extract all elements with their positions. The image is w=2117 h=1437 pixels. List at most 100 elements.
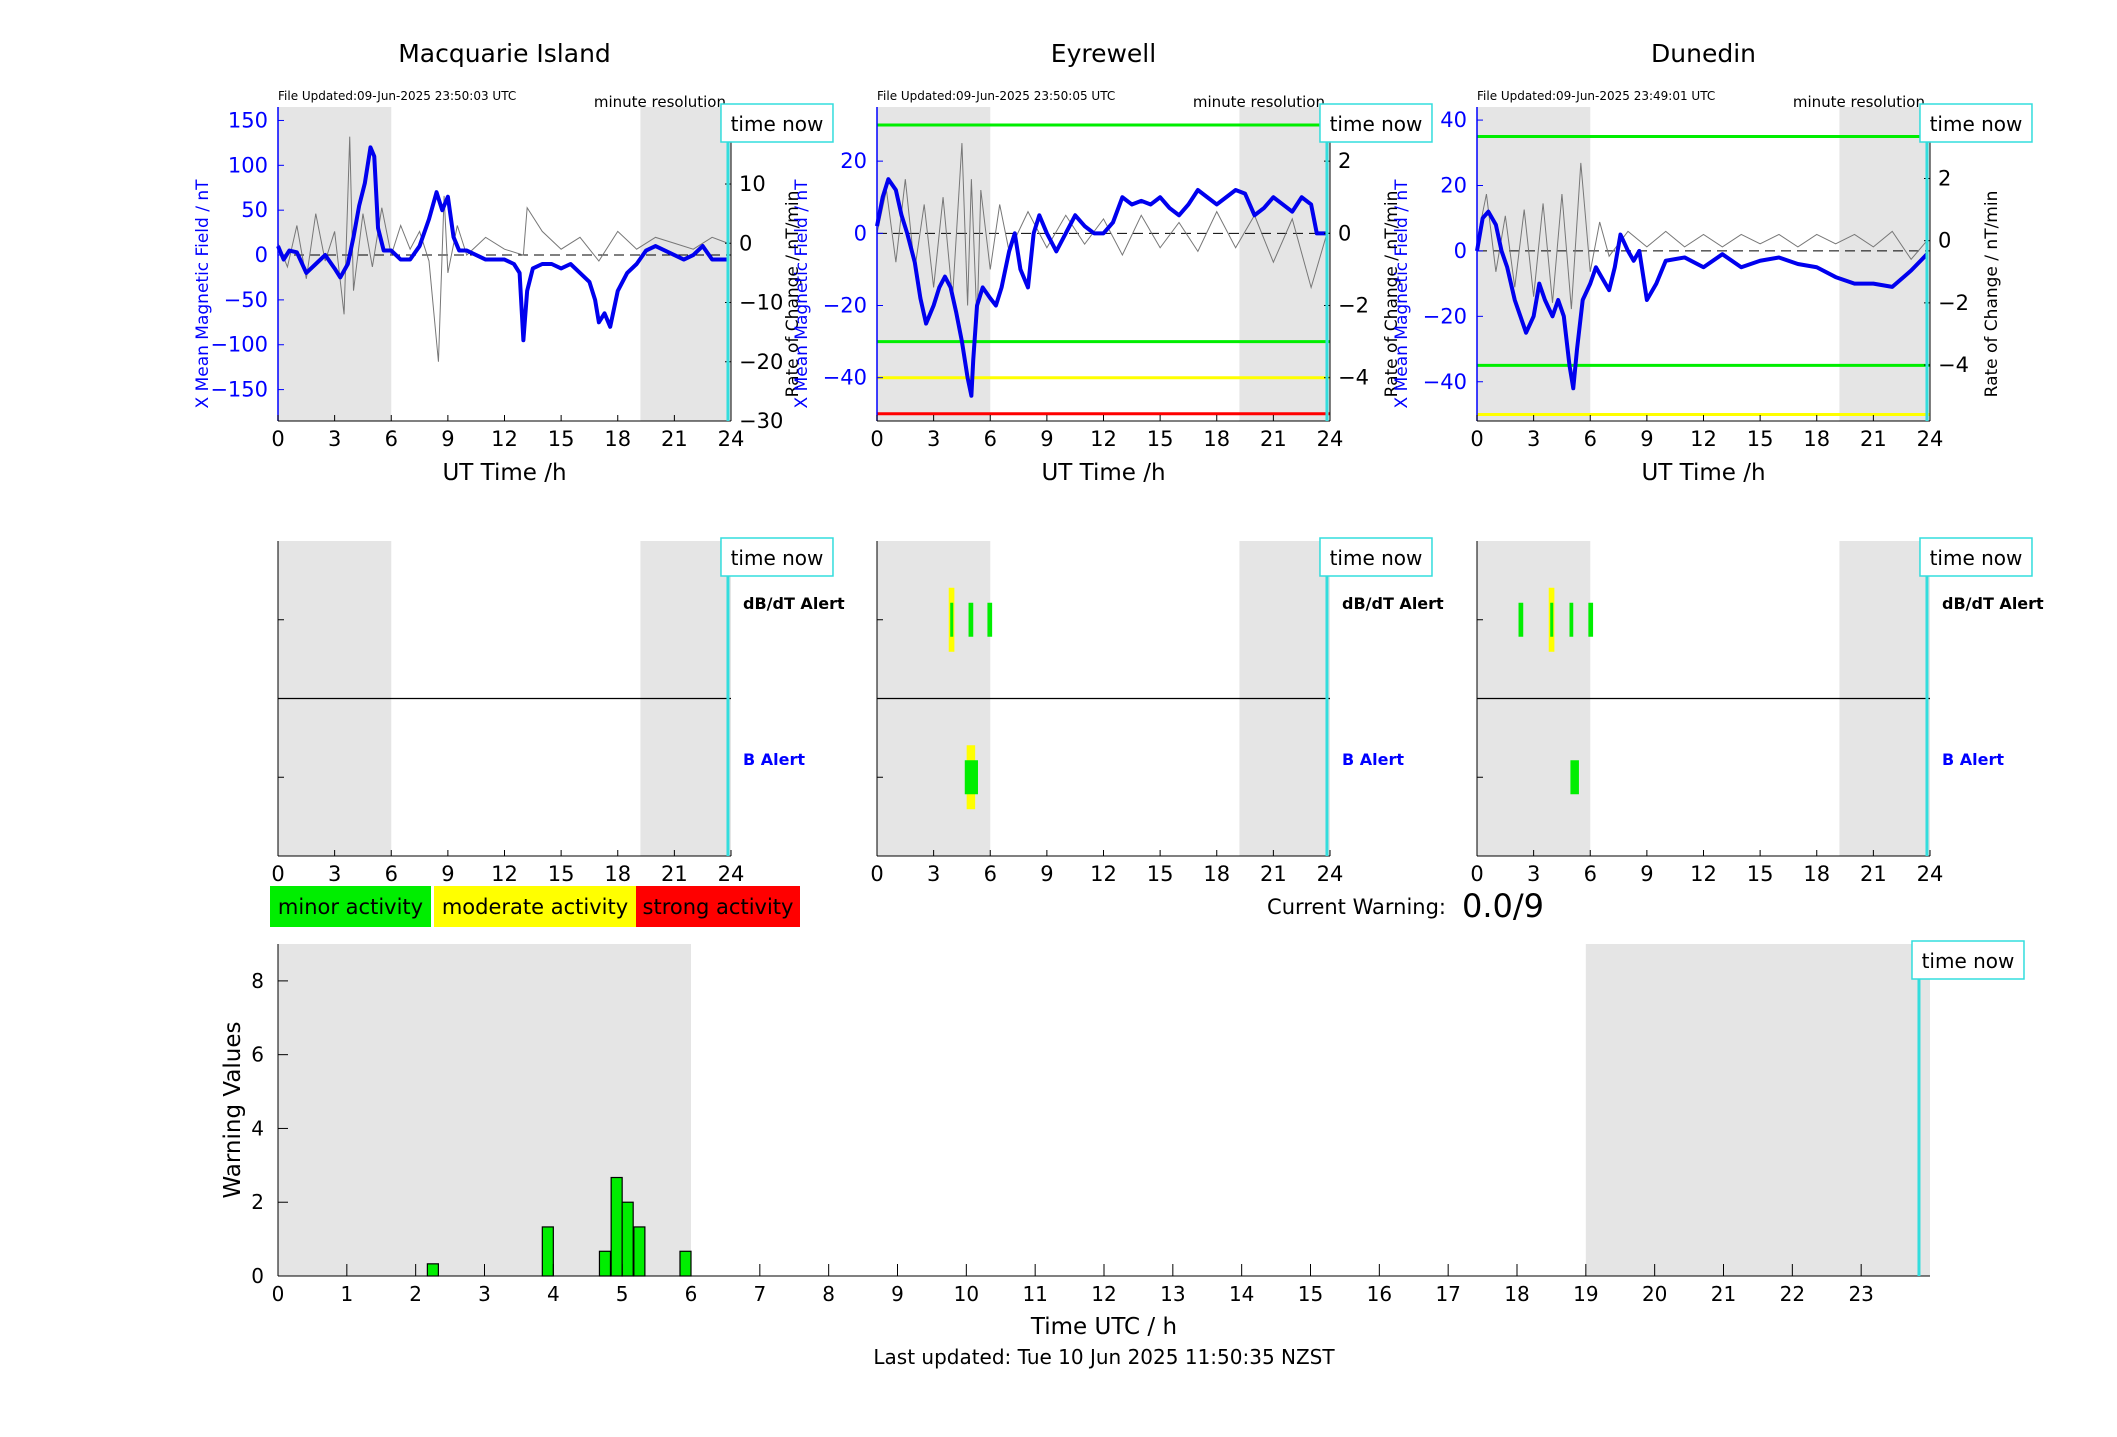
mag-panel-1-xtick-label-8: 24: [1317, 427, 1344, 451]
mag-panel-2-ytick-left-label-0: −40: [1423, 370, 1467, 394]
alert-panel-0-xtick-label-7: 21: [661, 862, 688, 886]
warning-panel-xtick-label-17: 17: [1435, 1282, 1460, 1306]
mag-panel-0-file-updated: File Updated:09-Jun-2025 23:50:03 UTC: [278, 89, 516, 103]
warning-panel-bar-5: [633, 1226, 646, 1277]
mag-panel-2-ytick-left-label-3: 20: [1440, 174, 1467, 198]
mag-panel-2-xtick-label-5: 15: [1747, 427, 1774, 451]
mag-panel-2-ytick-right-label-1: −2: [1938, 291, 1969, 315]
mag-panel-1-time-now-box: [1319, 103, 1433, 143]
mag-panel-0-ytick-right-label-0: −30: [739, 409, 783, 433]
warning-panel-xtick-label-12: 12: [1091, 1282, 1116, 1306]
alert-panel-0-xtick-label-1: 3: [328, 862, 341, 886]
mag-panel-1-xtick-label-4: 12: [1090, 427, 1117, 451]
mag-panel-0-time-now-marker: time now: [720, 103, 834, 143]
mag-panel-0-resolution-label: minute resolution: [594, 93, 726, 111]
mag-panel-1-ytick-right-label-3: 2: [1338, 149, 1351, 173]
warning-panel-xtick-label-6: 6: [685, 1282, 698, 1306]
legend-label-minor: minor activity: [278, 895, 423, 919]
mag-panel-2-ylabel-right: Rate of Change / nT/min: [1982, 191, 2002, 398]
mag-panel-2-ytick-left-label-1: −20: [1423, 304, 1467, 328]
mag-panel-1-ytick-left-label-3: 20: [840, 149, 867, 173]
legend-swatch-strong: [636, 886, 800, 927]
mag-panel-2-resolution-label: minute resolution: [1793, 93, 1925, 111]
alert-panel-0-xtick-label-5: 15: [548, 862, 575, 886]
mag-panel-0-xtick-label-6: 18: [604, 427, 631, 451]
alert-panel-2-dbdt-alert-bar-3: [1569, 602, 1574, 637]
mag-panel-1-ytick-right-label-1: −2: [1338, 294, 1369, 318]
mag-panel-1-xtick-label-5: 15: [1147, 427, 1174, 451]
mag-panel-0-ytick-left-label-4: 50: [241, 198, 268, 222]
mag-panel-0-xtick-label-7: 21: [661, 427, 688, 451]
warning-panel-bar-6: [679, 1250, 692, 1277]
warning-panel-bar-1: [541, 1226, 554, 1277]
warning-panel-time-now-box: [1911, 940, 2025, 980]
alert-panel-2-xtick-label-1: 3: [1527, 862, 1540, 886]
mag-panel-0-xtick-label-5: 15: [548, 427, 575, 451]
warning-panel-ytick-label-3: 6: [251, 1043, 264, 1067]
alert-panel-2-b-alert-label: B Alert: [1942, 750, 2004, 769]
alert-panel-1-dbdt-alert-bar-3: [987, 602, 993, 637]
mag-panel-0-ytick-right-label-2: −10: [739, 291, 783, 315]
warning-panel-xtick-label-4: 4: [547, 1282, 560, 1306]
alert-panel-1-xtick-label-0: 0: [870, 862, 883, 886]
alert-panel-0-time-now-box: [720, 537, 834, 577]
warning-panel-night-shade-1: [1585, 944, 1930, 1276]
mag-panel-2-xtick-label-7: 21: [1860, 427, 1887, 451]
mag-panel-2-xtick-label-8: 24: [1917, 427, 1944, 451]
alert-panel-2-dbdt-alert-label: dB/dT Alert: [1942, 594, 2044, 613]
alert-panel-0-xtick-label-0: 0: [271, 862, 284, 886]
alert-panel-1-xtick-label-7: 21: [1260, 862, 1287, 886]
warning-panel-xtick-label-19: 19: [1573, 1282, 1598, 1306]
warning-panel-time-now-label: time now: [1922, 949, 2015, 973]
alert-panel-1-time-now-marker: time now: [1319, 537, 1433, 577]
alert-panel-2-xtick-label-5: 15: [1747, 862, 1774, 886]
alert-panel-1-xtick-label-1: 3: [927, 862, 940, 886]
mag-panel-2-ylabel-left: X Mean Magnetic Field / nT: [1392, 179, 1412, 409]
mag-panel-2-title: Dunedin: [1651, 39, 1756, 68]
mag-panel-2-ytick-right-label-3: 2: [1938, 167, 1951, 191]
mag-panel-1-xtick-label-6: 18: [1203, 427, 1230, 451]
warning-panel-xtick-label-0: 0: [272, 1282, 285, 1306]
alert-panel-2-b-alert-bar-0: [1570, 760, 1579, 795]
mag-panel-1-xtick-label-1: 3: [927, 427, 940, 451]
mag-panel-1-xlabel: UT Time /h: [1041, 460, 1165, 486]
warning-panel-ylabel: Warning Values: [220, 1021, 246, 1198]
warning-panel-xtick-label-23: 23: [1848, 1282, 1873, 1306]
warning-panel-bar-4: [621, 1201, 634, 1277]
mag-panel-0-ytick-left-label-6: 150: [228, 108, 268, 132]
mag-panel-0-xtick-label-2: 6: [385, 427, 398, 451]
alert-panel-2-xtick-label-4: 12: [1690, 862, 1717, 886]
warning-panel-xtick-label-16: 16: [1367, 1282, 1392, 1306]
alert-panel-1-xtick-label-5: 15: [1147, 862, 1174, 886]
mag-panel-1-ylabel-left: X Mean Magnetic Field / nT: [792, 179, 812, 409]
mag-panel-2-xtick-label-0: 0: [1470, 427, 1483, 451]
mag-panel-1-night-shade-1: [1239, 107, 1330, 421]
mag-panel-1-ytick-left-label-0: −40: [823, 366, 867, 390]
alert-panel-0-xtick-label-8: 24: [718, 862, 745, 886]
mag-panel-0-ytick-left-label-5: 100: [228, 153, 268, 177]
alert-panel-2-xtick-label-3: 9: [1640, 862, 1653, 886]
alert-panel-0-xtick-label-3: 9: [441, 862, 454, 886]
mag-panel-2-xtick-label-4: 12: [1690, 427, 1717, 451]
legend-swatch-moderate: [434, 886, 636, 927]
warning-panel-ytick-label-0: 0: [251, 1264, 264, 1288]
mag-panel-0-xtick-label-1: 3: [328, 427, 341, 451]
warning-panel-xlabel: Time UTC / h: [1030, 1314, 1177, 1340]
alert-panel-1-dbdt-alert-bar-2: [968, 602, 974, 637]
mag-panel-0-xlabel: UT Time /h: [442, 460, 566, 486]
mag-panel-0-xtick-label-4: 12: [491, 427, 518, 451]
legend-label-moderate: moderate activity: [442, 895, 628, 919]
current-warning-value: 0.0/9: [1462, 887, 1544, 925]
alert-panel-0-xtick-label-2: 6: [385, 862, 398, 886]
warning-panel-bar-2: [598, 1250, 612, 1277]
current-warning-label: Current Warning:: [1267, 895, 1446, 919]
warning-panel-bar-3: [610, 1176, 623, 1277]
alert-panel-2-xtick-label-8: 24: [1917, 862, 1944, 886]
alert-panel-1-xtick-label-3: 9: [1040, 862, 1053, 886]
alert-panel-0-xtick-label-6: 18: [604, 862, 631, 886]
warning-panel-xtick-label-3: 3: [478, 1282, 491, 1306]
mag-panel-2-file-updated: File Updated:09-Jun-2025 23:49:01 UTC: [1477, 89, 1715, 103]
alert-panel-1-time-now-label: time now: [1330, 546, 1423, 570]
mag-panel-1-ylabel-right: Rate of Change / nT/min: [1382, 191, 1402, 398]
alert-panel-2-time-now-label: time now: [1930, 546, 2023, 570]
